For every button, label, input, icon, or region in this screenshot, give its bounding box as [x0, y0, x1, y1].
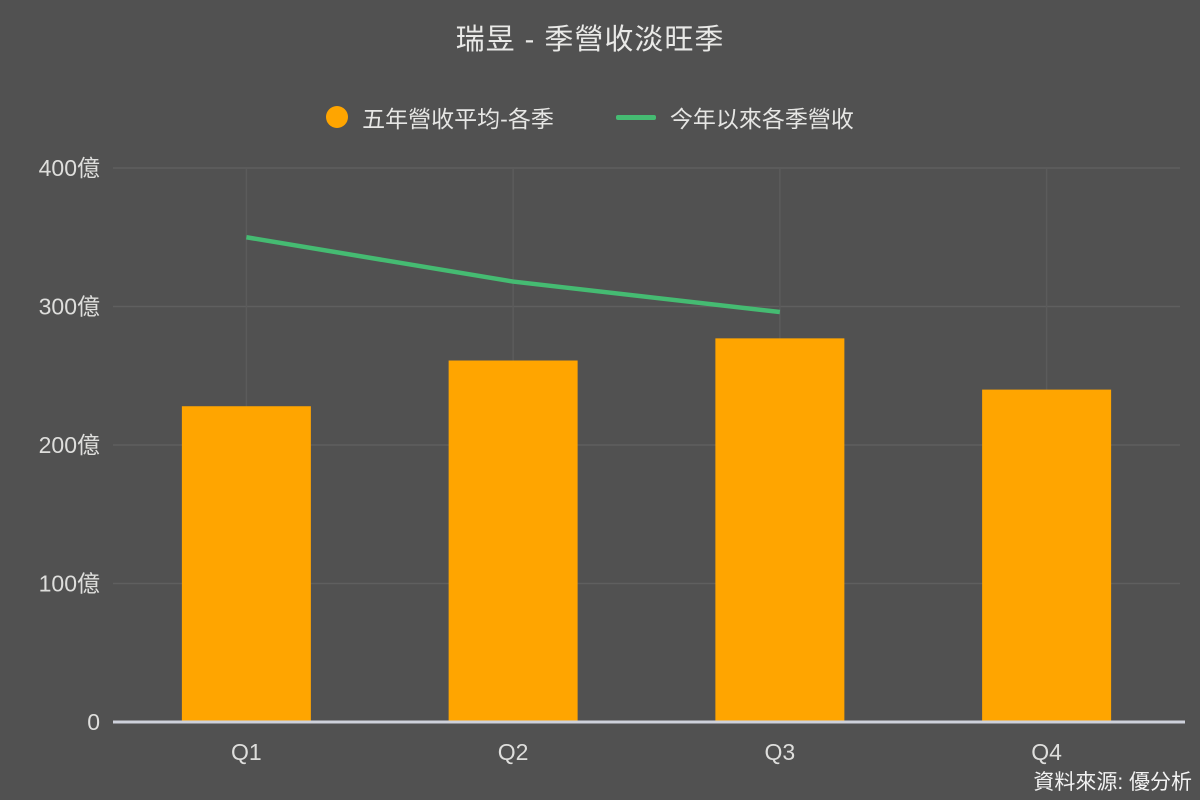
x-axis-tick-label: Q4: [1031, 739, 1062, 765]
x-axis-tick-label: Q3: [765, 739, 796, 765]
legend-label-bar-series: 五年營收平均-各季: [362, 106, 554, 132]
bar-q2: [448, 360, 578, 722]
legend-label-line-series: 今年以來各季營收: [669, 106, 854, 132]
bar-q4: [982, 389, 1112, 722]
legend-line-marker-icon: [615, 114, 656, 120]
legend-item-line-series: 今年以來各季營收: [615, 100, 854, 134]
source-note: 資料來源: 優分析: [1033, 771, 1192, 794]
legend: 五年營收平均-各季 今年以來各季營收: [0, 100, 1180, 134]
x-axis-tick-label: Q2: [498, 739, 529, 765]
line-series-path: [246, 235, 781, 315]
legend-item-bar-series: 五年營收平均-各季: [326, 100, 554, 134]
x-axis-tick-label: Q1: [231, 739, 262, 765]
y-axis-tick-label: 200億: [39, 432, 100, 458]
y-axis-tick-label: 0: [87, 709, 100, 735]
chart-title: 瑞昱 - 季營收淡旺季: [455, 24, 725, 56]
y-axis-tick-label: 300億: [39, 294, 100, 320]
y-axis-tick-label: 400億: [39, 155, 100, 181]
bar-q1: [181, 406, 311, 722]
bar-q3: [715, 338, 845, 722]
y-axis-tick-label: 100億: [39, 571, 100, 597]
legend-circle-marker-icon: [326, 106, 349, 128]
